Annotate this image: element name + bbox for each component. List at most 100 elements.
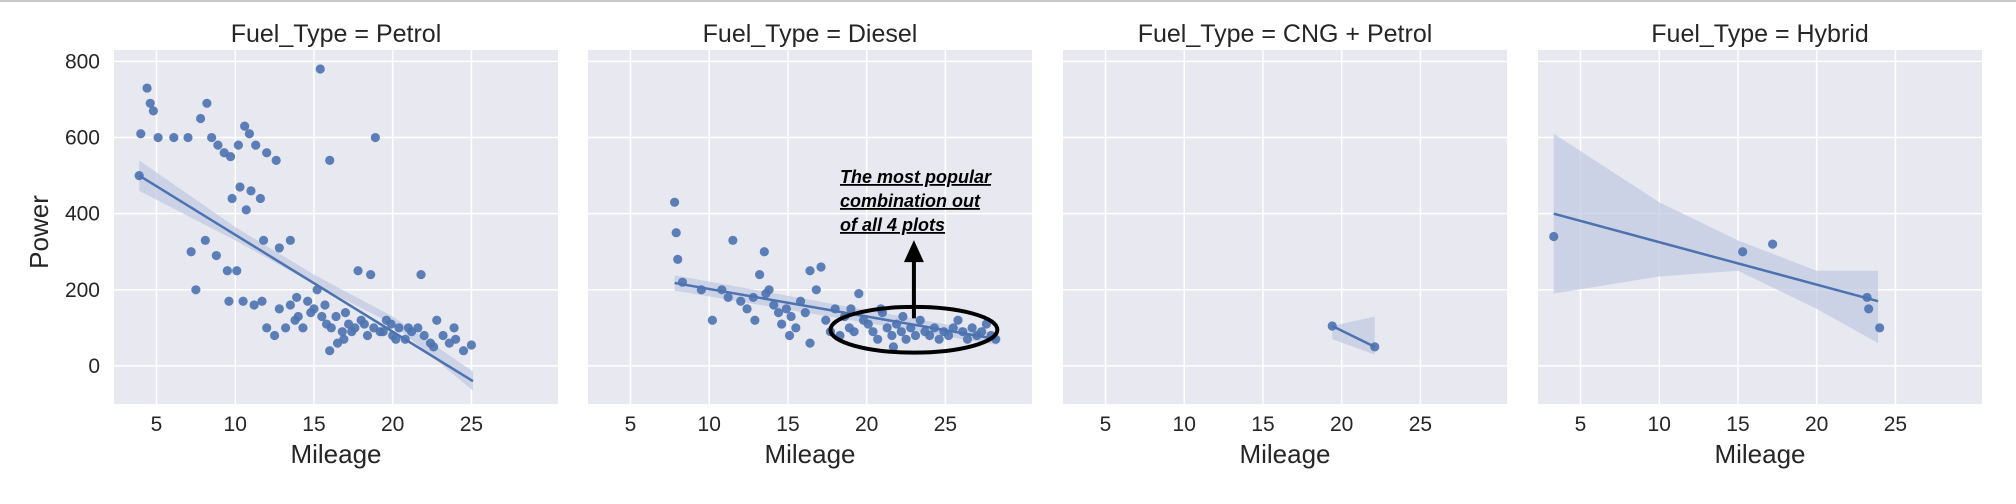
data-point (419, 330, 429, 341)
data-point (347, 327, 357, 337)
panel-title: Fuel_Type = Petrol (231, 20, 442, 48)
data-point (285, 300, 295, 310)
data-point (777, 319, 787, 329)
data-point (370, 132, 380, 143)
data-point (225, 151, 236, 162)
x-tick-label: 5 (1100, 413, 1112, 436)
data-point (728, 235, 738, 245)
x-tick-label: 20 (855, 413, 878, 436)
data-point (224, 296, 234, 306)
data-point (269, 330, 280, 341)
y-tick-label: 600 (65, 127, 100, 150)
data-point (298, 323, 308, 333)
data-point (148, 106, 158, 116)
data-point (750, 315, 760, 325)
panel-2: 5 10 15 20 25 Fuel_Type = CNG + Petrol Mileage (1063, 20, 1507, 469)
x-tick-label: 10 (698, 413, 721, 436)
data-point (337, 327, 347, 337)
x-axis-label: Mileage (764, 439, 855, 469)
data-point (901, 334, 911, 344)
panel-background (588, 50, 1032, 404)
panel-data-layer (669, 197, 1001, 352)
data-point (791, 323, 801, 333)
x-tick-label: 15 (1251, 413, 1274, 436)
data-point (274, 243, 284, 253)
data-point (821, 315, 831, 325)
x-tick-label: 10 (1173, 413, 1196, 436)
x-tick-label: 10 (224, 413, 247, 436)
panel-0: 5 10 15 20 25 0 200 400 600 800 Fuel_Type = Petrol… (65, 20, 558, 469)
x-tick-label: 25 (1409, 413, 1432, 436)
data-point (761, 289, 771, 299)
x-axis-label: Mileage (1714, 439, 1805, 469)
x-tick-label: 25 (460, 413, 483, 436)
y-tick-label: 400 (65, 203, 100, 226)
confidence-band (1553, 133, 1879, 344)
regression-line (1553, 212, 1879, 303)
data-point (413, 323, 423, 333)
data-point (868, 327, 878, 337)
regression-line (674, 281, 998, 341)
panel-data-layer (134, 64, 477, 391)
top-border (0, 0, 2016, 2)
data-point (257, 296, 267, 306)
data-point (671, 228, 681, 238)
annotation-arrow-head (903, 240, 924, 263)
data-point (169, 132, 179, 143)
data-point (326, 323, 336, 333)
panel-1: 5 10 15 20 25 Fuel_Type = Diesel Mileage The mo… (588, 20, 1032, 469)
data-point (873, 334, 883, 344)
data-point (429, 342, 439, 352)
data-point (227, 193, 237, 204)
data-point (183, 132, 193, 143)
data-point (934, 334, 944, 344)
data-point (202, 98, 212, 108)
data-point (962, 334, 973, 344)
data-point (816, 262, 826, 272)
panel-data-layer (1549, 133, 1885, 344)
x-tick-label: 25 (934, 413, 957, 436)
data-point (669, 197, 680, 207)
data-point (292, 292, 302, 303)
data-point (211, 250, 221, 261)
data-point (707, 315, 717, 325)
data-point (784, 330, 795, 341)
data-point (251, 140, 261, 150)
data-point (232, 266, 242, 276)
data-point (195, 113, 206, 124)
data-point (200, 235, 210, 245)
data-point (781, 304, 791, 314)
data-point (943, 330, 954, 341)
data-point (896, 327, 906, 337)
data-point (887, 330, 897, 341)
annotation: The most popular combination out of all 4 … (828, 167, 1000, 355)
data-point (186, 247, 196, 257)
y-tick-label: 0 (88, 355, 100, 378)
data-point (759, 247, 769, 257)
data-point (849, 327, 859, 337)
data-point (213, 140, 223, 150)
data-point (811, 285, 821, 295)
data-point (449, 323, 459, 333)
data-point (1864, 304, 1874, 314)
x-tick-label: 5 (1575, 413, 1587, 436)
data-point (142, 83, 152, 93)
data-point (244, 129, 255, 139)
data-point (786, 311, 796, 322)
data-point (258, 235, 269, 245)
y-tick-label: 800 (65, 50, 100, 73)
data-point (805, 266, 815, 276)
data-point (898, 311, 908, 322)
data-point (262, 323, 272, 333)
x-tick-label: 20 (1330, 413, 1353, 436)
data-point (235, 182, 245, 192)
x-tick-label: 10 (1648, 413, 1671, 436)
data-point (320, 300, 330, 310)
data-point (191, 285, 201, 295)
data-point (271, 155, 281, 165)
data-point (362, 330, 373, 341)
data-point (1549, 231, 1559, 242)
data-point (1767, 239, 1778, 249)
confidence-band (139, 160, 473, 391)
data-point (800, 308, 810, 318)
